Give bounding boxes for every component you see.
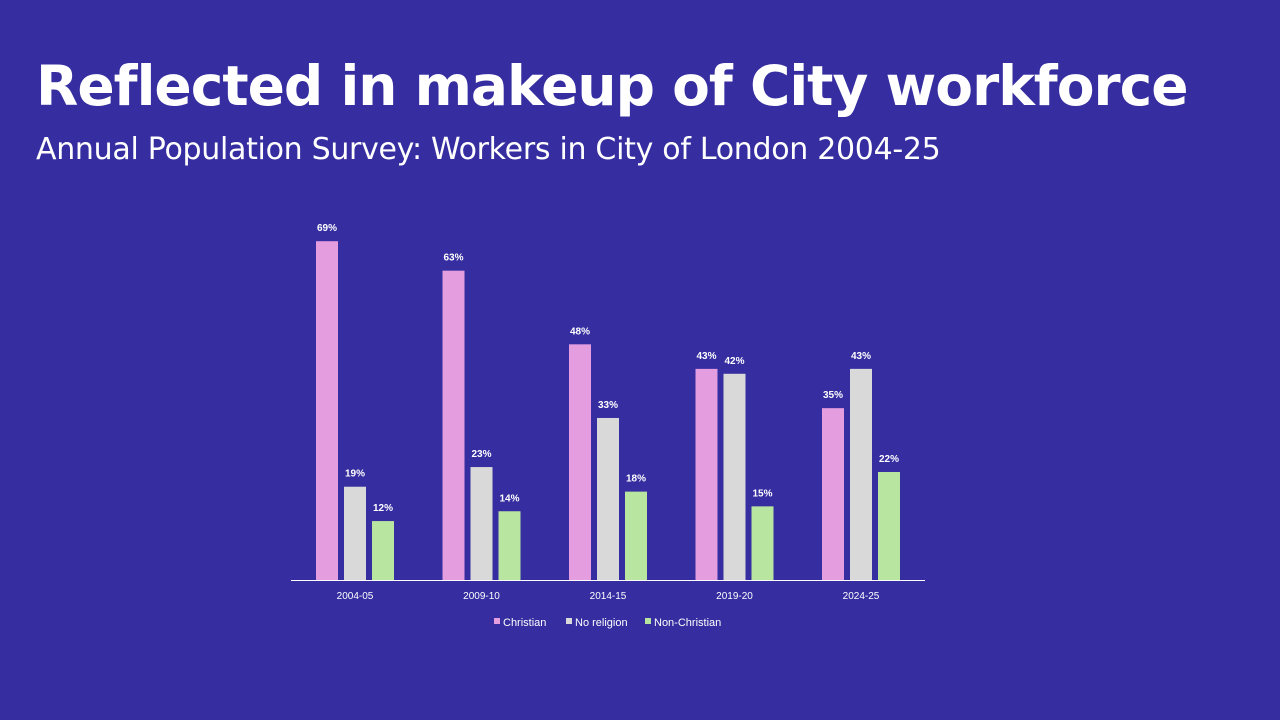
legend-swatch	[494, 618, 500, 624]
bar	[751, 506, 774, 580]
legend-label: Christian	[503, 617, 546, 629]
bar	[344, 486, 366, 580]
x-tick-label: 2014-15	[590, 591, 627, 602]
bar	[878, 471, 900, 580]
bar	[442, 270, 465, 580]
slide-title: Reflected in makeup of City workforce	[36, 54, 1189, 118]
data-label: 35%	[823, 390, 843, 401]
bar	[695, 368, 718, 580]
legend-swatch	[645, 618, 651, 624]
data-label: 22%	[879, 454, 899, 465]
bar	[498, 511, 521, 580]
data-label: 23%	[471, 449, 491, 460]
legend-label: Non-Christian	[654, 617, 721, 629]
bar	[470, 467, 493, 580]
bar	[372, 521, 394, 580]
data-label: 42%	[724, 356, 744, 367]
x-tick-label: 2004-05	[337, 591, 374, 602]
data-label: 15%	[752, 488, 772, 499]
bar	[625, 491, 647, 580]
data-label: 48%	[570, 326, 590, 337]
bar	[850, 368, 872, 580]
data-label: 12%	[373, 503, 393, 514]
x-tick-label: 2009-10	[463, 591, 500, 602]
data-label: 18%	[626, 474, 646, 485]
data-label: 43%	[696, 351, 716, 362]
legend-swatch	[566, 618, 572, 624]
data-label: 63%	[443, 253, 463, 264]
data-label: 69%	[317, 223, 337, 234]
bar	[822, 408, 844, 580]
bar	[723, 373, 746, 580]
bar	[569, 344, 591, 580]
data-label: 19%	[345, 469, 365, 480]
legend-label: No religion	[575, 617, 628, 629]
slide-subtitle: Annual Population Survey: Workers in Cit…	[36, 132, 941, 167]
bar	[597, 417, 619, 580]
data-label: 33%	[598, 400, 618, 411]
x-tick-label: 2024-25	[843, 591, 880, 602]
x-tick-label: 2019-20	[716, 591, 753, 602]
bar	[316, 241, 338, 580]
data-label: 14%	[499, 493, 519, 504]
data-label: 43%	[851, 351, 871, 362]
